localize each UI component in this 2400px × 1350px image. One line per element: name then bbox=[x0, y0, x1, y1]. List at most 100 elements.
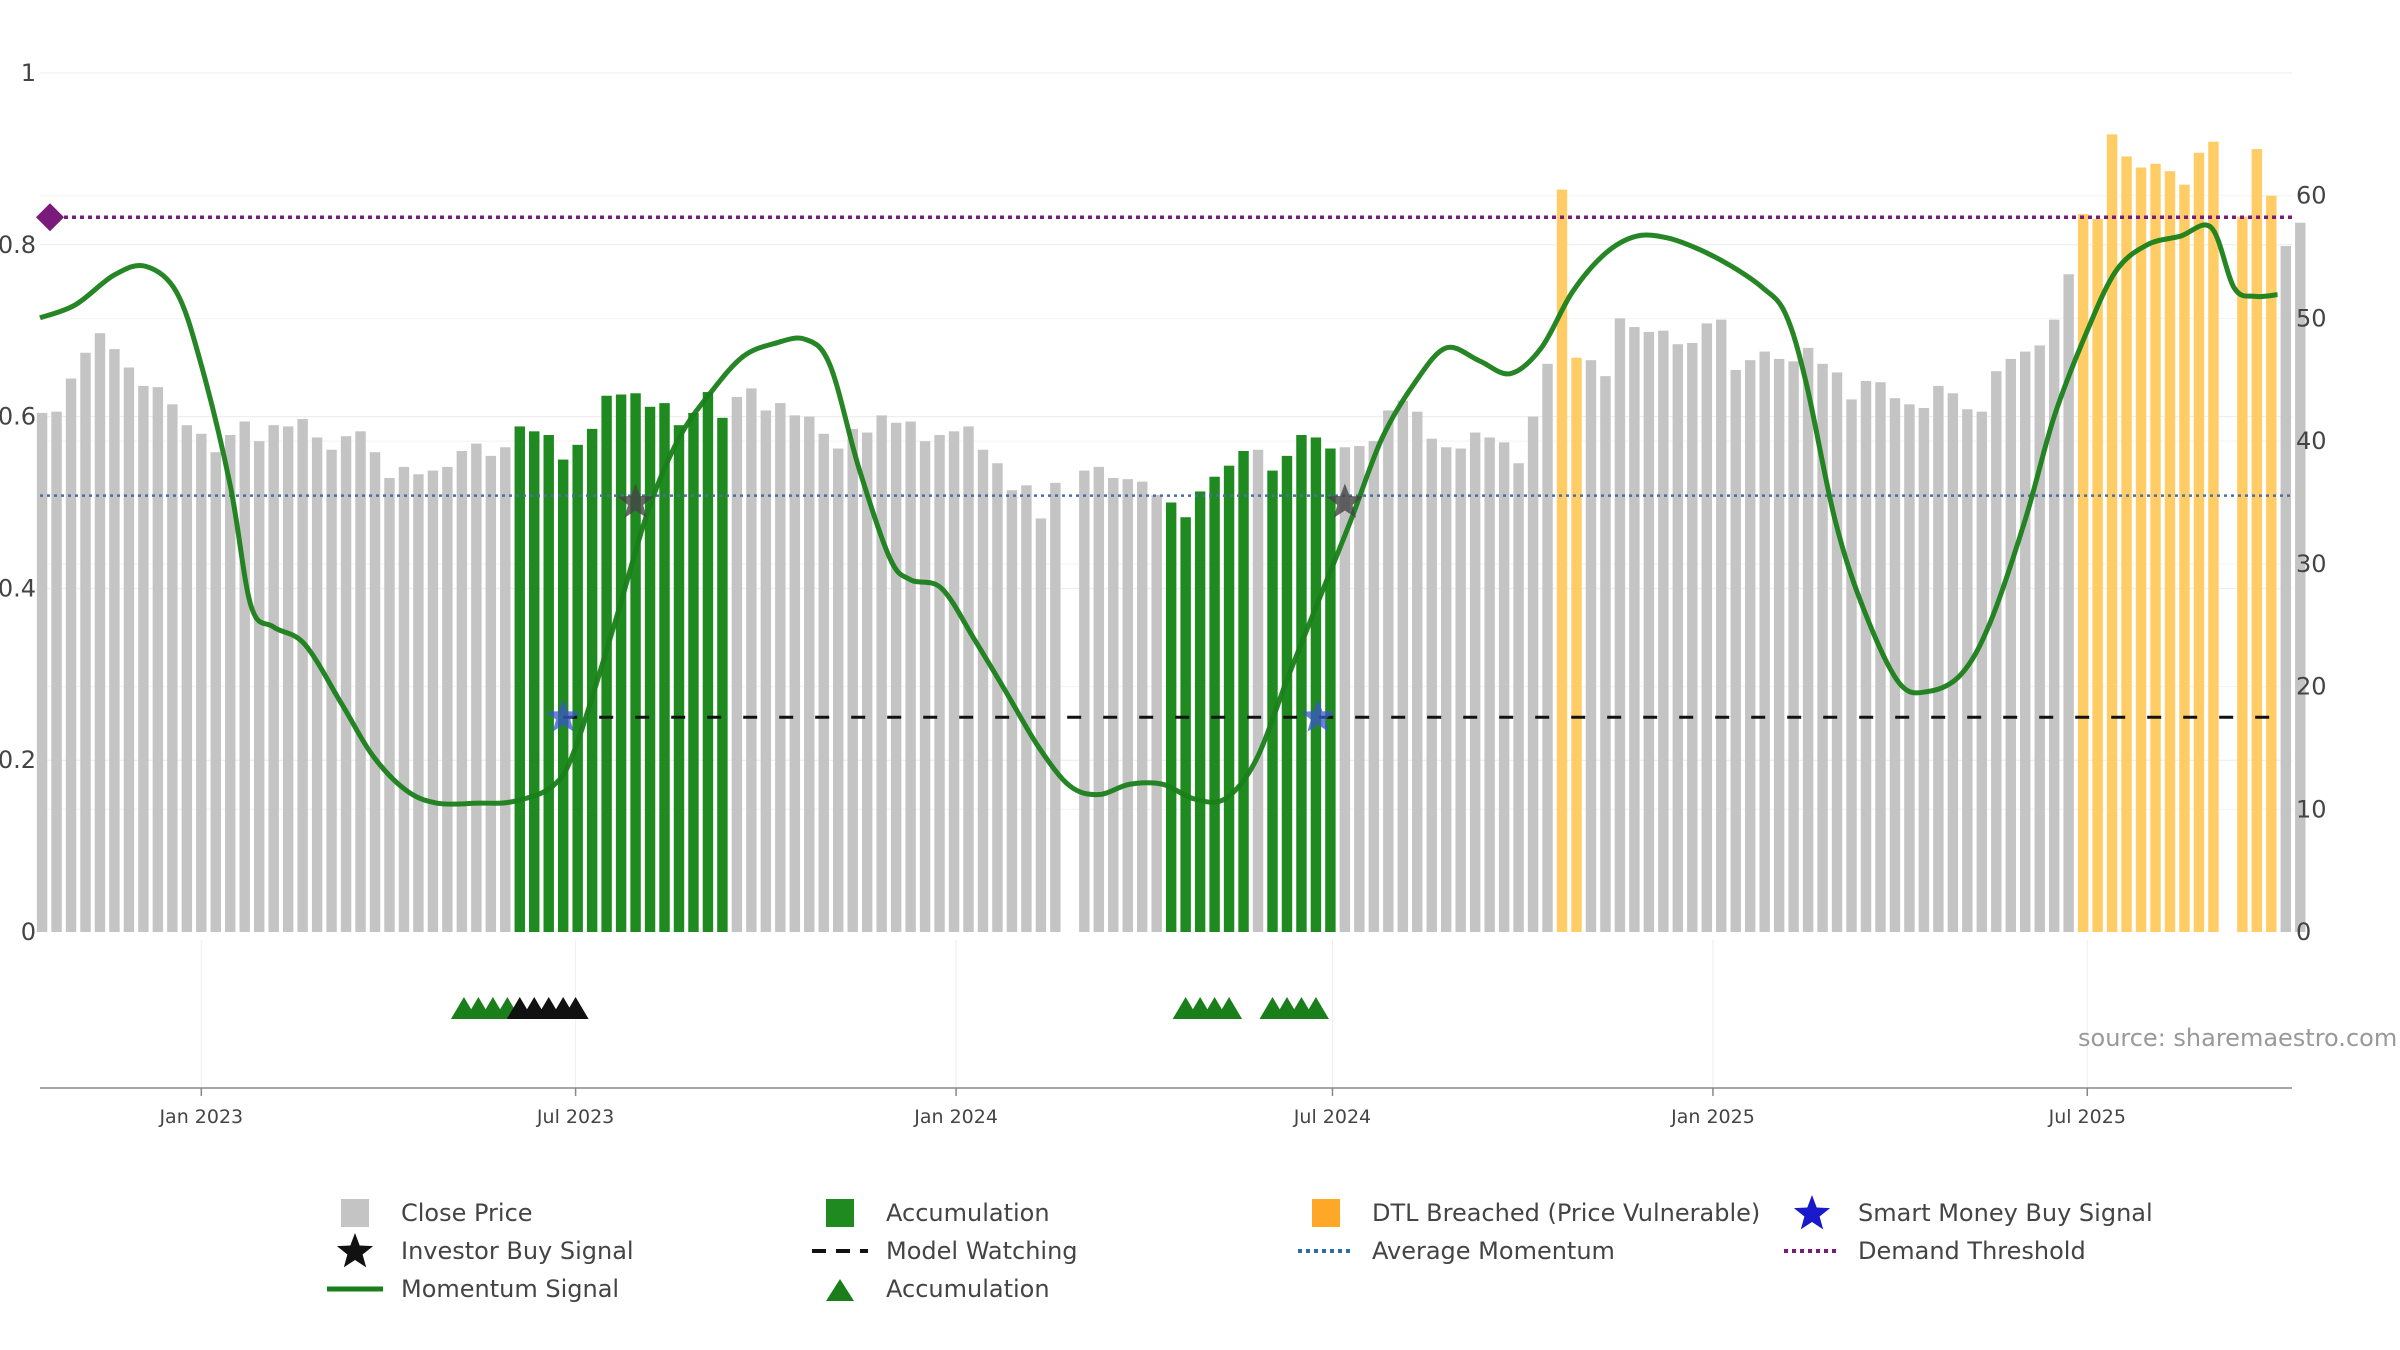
accumulation-bar bbox=[1310, 437, 1322, 932]
legend-label: Accumulation bbox=[886, 1275, 1050, 1303]
accumulation-bar bbox=[630, 393, 641, 932]
accumulation-triangle bbox=[1302, 997, 1329, 1019]
close-price-bar bbox=[1151, 495, 1162, 932]
dtl-breached-bar bbox=[2164, 171, 2176, 932]
close-price-bar bbox=[1440, 447, 1452, 932]
close-price-bar bbox=[1383, 410, 1394, 932]
square-icon bbox=[325, 1195, 385, 1231]
legend-item: Accumulation bbox=[810, 1271, 1050, 1307]
close-price-bar bbox=[1672, 344, 1684, 932]
close-price-bar bbox=[1455, 448, 1466, 932]
dtl-breached-bar bbox=[2092, 219, 2103, 932]
marker-layer bbox=[450, 483, 1363, 1019]
close-price-bar bbox=[1600, 376, 1611, 933]
dtl-breached-bar bbox=[2266, 195, 2277, 932]
x-tick-label: Jan 2024 bbox=[913, 1106, 998, 1128]
close-price-bar bbox=[1773, 358, 1785, 932]
x-tick-label: Jan 2023 bbox=[158, 1106, 243, 1128]
accumulation-bar bbox=[557, 459, 569, 932]
bar-layer bbox=[36, 134, 2306, 933]
legend-item: Close Price bbox=[325, 1195, 533, 1231]
close-price-bar bbox=[181, 425, 193, 932]
close-price-bar bbox=[297, 419, 308, 932]
close-price-bar bbox=[456, 450, 468, 932]
accumulation-triangle-black bbox=[562, 997, 589, 1019]
close-price-bar bbox=[65, 378, 77, 932]
close-price-bar bbox=[1542, 363, 1553, 932]
accumulation-triangle bbox=[1216, 997, 1243, 1019]
dtl-breached-bar bbox=[2179, 184, 2190, 933]
close-price-bar bbox=[51, 411, 62, 933]
close-price-bar bbox=[1614, 318, 1626, 932]
close-price-bar bbox=[1108, 477, 1119, 932]
accumulation-bar bbox=[1281, 455, 1293, 932]
legend-label: Momentum Signal bbox=[401, 1275, 620, 1303]
line-icon bbox=[325, 1271, 385, 1307]
right-tick-label: 20 bbox=[2296, 673, 2327, 701]
close-price-bar bbox=[934, 435, 945, 932]
legend-label: DTL Breached (Price Vulnerable) bbox=[1372, 1199, 1761, 1227]
accumulation-bar bbox=[644, 406, 656, 933]
close-price-bar bbox=[1658, 330, 1669, 932]
legend-label: Accumulation bbox=[886, 1199, 1050, 1227]
accumulation-bar bbox=[1296, 435, 1307, 932]
close-price-bar bbox=[963, 426, 974, 932]
chart-legend: Close Price Accumulation DTL Breached (Pri… bbox=[0, 1195, 2400, 1325]
left-tick-label: 0 bbox=[21, 918, 36, 946]
legend-label: Demand Threshold bbox=[1858, 1237, 2086, 1265]
accumulation-bar bbox=[717, 417, 728, 932]
close-price-bar bbox=[876, 415, 887, 932]
close-price-bar bbox=[760, 410, 772, 932]
close-price-bar bbox=[1035, 518, 1047, 932]
dot-line-icon bbox=[1296, 1233, 1356, 1269]
legend-item: Demand Threshold bbox=[1782, 1233, 2086, 1269]
x-tick-label: Jan 2025 bbox=[1670, 1106, 1755, 1128]
close-price-bar bbox=[471, 443, 482, 932]
close-price-bar bbox=[2005, 358, 2016, 932]
left-tick-label: 0.8 bbox=[0, 231, 36, 259]
close-price-bar bbox=[890, 422, 902, 932]
close-price-bar bbox=[1701, 323, 1712, 932]
investor-buy-star bbox=[1326, 483, 1363, 518]
accumulation-bar bbox=[1209, 476, 1220, 932]
close-price-bar bbox=[109, 349, 120, 932]
close-price-bar bbox=[1802, 347, 1814, 932]
dtl-breached-bar bbox=[2135, 167, 2147, 933]
accumulation-bar bbox=[1223, 465, 1235, 932]
close-price-bar bbox=[253, 441, 265, 932]
close-price-bar bbox=[1354, 446, 1365, 932]
dtl-breached-bar bbox=[2121, 156, 2132, 933]
close-price-bar bbox=[1831, 372, 1843, 932]
close-price-bar bbox=[804, 416, 815, 933]
close-price-bar bbox=[1643, 331, 1655, 933]
right-tick-label: 30 bbox=[2296, 550, 2327, 578]
close-price-bar bbox=[833, 448, 844, 932]
close-price-bar bbox=[1730, 369, 1741, 932]
investor-buy-star bbox=[617, 483, 654, 518]
close-price-bar bbox=[948, 431, 960, 932]
close-price-bar bbox=[384, 477, 395, 932]
legend-label: Close Price bbox=[401, 1199, 533, 1227]
close-price-bar bbox=[1006, 490, 1018, 932]
close-price-bar bbox=[1629, 327, 1640, 933]
close-price-bar bbox=[1716, 319, 1727, 932]
close-price-bar bbox=[1585, 360, 1597, 932]
dtl-breached-bar bbox=[2077, 214, 2089, 932]
accumulation-bar bbox=[673, 425, 685, 932]
demand-threshold-marker bbox=[36, 203, 64, 232]
close-price-bar bbox=[442, 466, 453, 932]
close-price-bar bbox=[1904, 404, 1915, 932]
square-icon bbox=[1296, 1195, 1356, 1231]
close-price-bar bbox=[2048, 319, 2060, 932]
close-price-bar bbox=[1469, 432, 1481, 932]
close-price-bar bbox=[167, 404, 178, 932]
close-price-bar bbox=[413, 474, 424, 932]
right-tick-label: 50 bbox=[2296, 304, 2327, 332]
close-price-bar bbox=[1817, 363, 1828, 932]
close-price-bar bbox=[427, 470, 439, 932]
close-price-bar bbox=[1137, 481, 1148, 932]
accumulation-bar bbox=[688, 412, 699, 932]
left-tick-label: 0.6 bbox=[0, 403, 36, 431]
right-tick-label: 40 bbox=[2296, 427, 2327, 455]
